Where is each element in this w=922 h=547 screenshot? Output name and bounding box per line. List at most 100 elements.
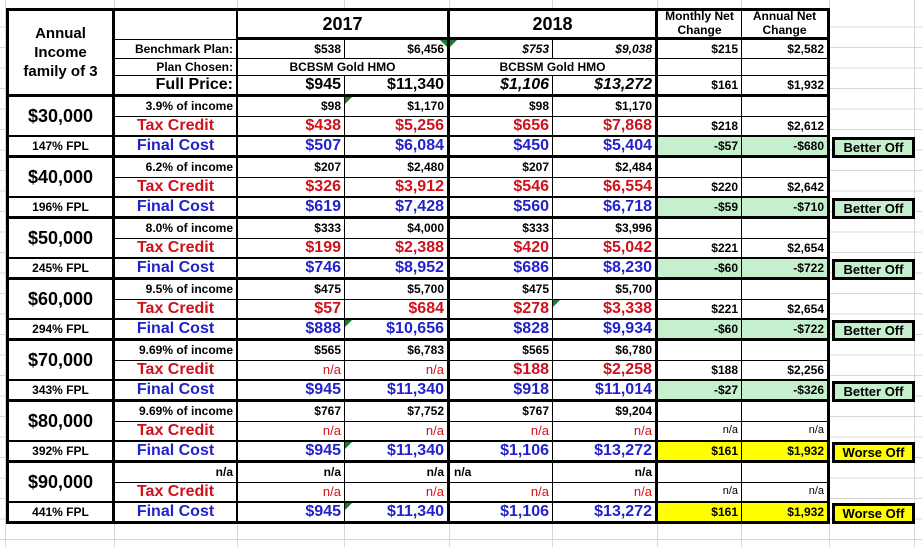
cell-credit-annual-change[interactable]: n/a	[742, 483, 830, 503]
cell-pct-2018-monthly[interactable]: $207	[450, 158, 553, 178]
pct-of-income-label[interactable]: 6.2% of income	[115, 158, 238, 178]
cell-final-2018-annual[interactable]: $9,934	[553, 320, 658, 341]
cell-pct-2017-annual[interactable]: $1,170	[345, 97, 450, 117]
cell-credit-monthly-change[interactable]: n/a	[658, 422, 742, 442]
cell-fullprice-annual-change[interactable]: $1,932	[742, 76, 830, 97]
cell-pct-2018-annual[interactable]: $1,170	[553, 97, 658, 117]
fpl-cell[interactable]: 441% FPL	[6, 503, 115, 524]
cell-final-annual-change[interactable]: -$680	[742, 137, 830, 158]
cell-final-2017-annual[interactable]: $11,340	[345, 442, 450, 463]
cell-credit-2018-monthly[interactable]: $278	[450, 300, 553, 320]
cell-final-2017-monthly[interactable]: $945	[238, 503, 345, 524]
annual-net-change-header[interactable]: Annual Net Change	[742, 8, 830, 40]
cell-benchmark-2017-monthly[interactable]: $538	[238, 40, 345, 59]
cell-final-2018-monthly[interactable]: $1,106	[450, 503, 553, 524]
cell-final-2018-annual[interactable]: $13,272	[553, 503, 658, 524]
cell-benchmark-2018-annual[interactable]: $9,038	[553, 40, 658, 59]
cell-final-2017-annual[interactable]: $6,084	[345, 137, 450, 158]
cell-final-2018-annual[interactable]: $6,718	[553, 198, 658, 219]
cell-credit-2018-annual[interactable]: $3,338	[553, 300, 658, 320]
cell-final-2017-monthly[interactable]: $945	[238, 442, 345, 463]
cell-final-2018-monthly[interactable]: $918	[450, 381, 553, 402]
full-price-label[interactable]: Full Price:	[115, 76, 238, 97]
income-cell[interactable]: $90,000	[6, 463, 115, 503]
cell-credit-2017-monthly[interactable]: $326	[238, 178, 345, 198]
cell-fullprice-2018-annual[interactable]: $13,272	[553, 76, 658, 97]
cell-pct-2017-monthly[interactable]: $565	[238, 341, 345, 361]
cell-plan-2018[interactable]: BCBSM Gold HMO	[450, 59, 658, 76]
cell-pct-2018-monthly[interactable]: $333	[450, 219, 553, 239]
income-cell[interactable]: $60,000	[6, 280, 115, 320]
pct-of-income-label[interactable]: 3.9% of income	[115, 97, 238, 117]
cell-credit-annual-change[interactable]: $2,654	[742, 300, 830, 320]
final-cost-label[interactable]: Final Cost	[115, 320, 238, 341]
cell-credit-2017-annual[interactable]: $2,388	[345, 239, 450, 259]
cell-final-2017-annual[interactable]: $8,952	[345, 259, 450, 280]
plan-chosen-label[interactable]: Plan Chosen:	[115, 59, 238, 76]
cell-final-2017-monthly[interactable]: $746	[238, 259, 345, 280]
cell-credit-2017-annual[interactable]: $684	[345, 300, 450, 320]
final-cost-label[interactable]: Final Cost	[115, 442, 238, 463]
cell-final-monthly-change[interactable]: -$59	[658, 198, 742, 219]
pct-of-income-label[interactable]: n/a	[115, 463, 238, 483]
cell-credit-2018-monthly[interactable]: $188	[450, 361, 553, 381]
cell-pct-2018-annual[interactable]: $9,204	[553, 402, 658, 422]
fpl-cell[interactable]: 196% FPL	[6, 198, 115, 219]
corner-header[interactable]: Annual Income family of 3	[6, 8, 115, 97]
cell-final-annual-change[interactable]: -$722	[742, 259, 830, 280]
tax-credit-label[interactable]: Tax Credit	[115, 178, 238, 198]
cell-final-2017-monthly[interactable]: $507	[238, 137, 345, 158]
cell-final-2018-monthly[interactable]: $560	[450, 198, 553, 219]
cell-final-monthly-change[interactable]: -$60	[658, 320, 742, 341]
cell-credit-2018-monthly[interactable]: n/a	[450, 422, 553, 442]
cell-credit-2018-annual[interactable]: $6,554	[553, 178, 658, 198]
tax-credit-label[interactable]: Tax Credit	[115, 117, 238, 137]
cell-final-2018-annual[interactable]: $11,014	[553, 381, 658, 402]
cell-pct-2018-monthly[interactable]: $475	[450, 280, 553, 300]
pct-of-income-label[interactable]: 9.69% of income	[115, 341, 238, 361]
tax-credit-label[interactable]: Tax Credit	[115, 422, 238, 442]
cell-credit-2017-monthly[interactable]: $57	[238, 300, 345, 320]
fpl-cell[interactable]: 245% FPL	[6, 259, 115, 280]
income-cell[interactable]: $30,000	[6, 97, 115, 137]
verdict-badge[interactable]: Better Off	[832, 137, 915, 158]
cell-credit-2017-monthly[interactable]: n/a	[238, 483, 345, 503]
cell-final-2017-annual[interactable]: $11,340	[345, 381, 450, 402]
cell-final-annual-change[interactable]: -$722	[742, 320, 830, 341]
cell-credit-2018-monthly[interactable]: $420	[450, 239, 553, 259]
cell-credit-monthly-change[interactable]: $221	[658, 239, 742, 259]
cell-benchmark-2018-monthly[interactable]: $753	[450, 40, 553, 59]
cell-pct-2017-monthly[interactable]: $475	[238, 280, 345, 300]
cell-pct-2017-annual[interactable]: $5,700	[345, 280, 450, 300]
cell-fullprice-2017-monthly[interactable]: $945	[238, 76, 345, 97]
cell-credit-monthly-change[interactable]: $188	[658, 361, 742, 381]
cell-pct-2017-monthly[interactable]: $767	[238, 402, 345, 422]
cell-final-2018-annual[interactable]: $8,230	[553, 259, 658, 280]
cell-credit-monthly-change[interactable]: $220	[658, 178, 742, 198]
tax-credit-label[interactable]: Tax Credit	[115, 361, 238, 381]
tax-credit-label[interactable]: Tax Credit	[115, 239, 238, 259]
cell-final-2018-annual[interactable]: $5,404	[553, 137, 658, 158]
cell-credit-2018-monthly[interactable]: $656	[450, 117, 553, 137]
cell-pct-2017-monthly[interactable]: $98	[238, 97, 345, 117]
cell-benchmark-2017-annual[interactable]: $6,456	[345, 40, 450, 59]
cell-benchmark-monthly-change[interactable]: $215	[658, 40, 742, 59]
verdict-badge[interactable]: Better Off	[832, 259, 915, 280]
cell-final-2017-annual[interactable]: $10,656	[345, 320, 450, 341]
cell-credit-annual-change[interactable]: $2,612	[742, 117, 830, 137]
cell-credit-2018-annual[interactable]: n/a	[553, 483, 658, 503]
cell-pct-2017-annual[interactable]: $2,480	[345, 158, 450, 178]
cell-plan-2017[interactable]: BCBSM Gold HMO	[238, 59, 450, 76]
cell-pct-2017-monthly[interactable]: n/a	[238, 463, 345, 483]
verdict-badge[interactable]: Better Off	[832, 320, 915, 341]
cell-pct-2018-annual[interactable]: $2,484	[553, 158, 658, 178]
cell-credit-annual-change[interactable]: $2,642	[742, 178, 830, 198]
cell-final-monthly-change[interactable]: $161	[658, 442, 742, 463]
cell-pct-2018-annual[interactable]: $5,700	[553, 280, 658, 300]
cell-credit-2018-monthly[interactable]: $546	[450, 178, 553, 198]
cell-credit-monthly-change[interactable]: n/a	[658, 483, 742, 503]
final-cost-label[interactable]: Final Cost	[115, 198, 238, 219]
cell-credit-monthly-change[interactable]: $218	[658, 117, 742, 137]
cell-pct-2017-monthly[interactable]: $333	[238, 219, 345, 239]
cell-fullprice-monthly-change[interactable]: $161	[658, 76, 742, 97]
